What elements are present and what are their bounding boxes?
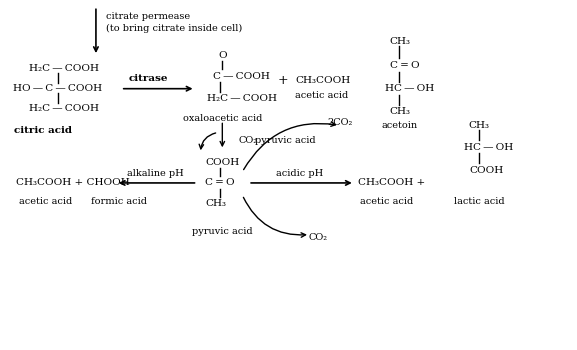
Text: pyruvic acid: pyruvic acid xyxy=(254,136,315,145)
Text: 2CO₂: 2CO₂ xyxy=(327,118,353,127)
Text: H₂C — COOH: H₂C — COOH xyxy=(207,94,278,103)
Text: CO₂: CO₂ xyxy=(238,136,257,145)
Text: citric acid: citric acid xyxy=(14,126,72,135)
Text: CH₃: CH₃ xyxy=(205,199,226,208)
Text: H₂C — COOH: H₂C — COOH xyxy=(29,64,99,74)
Text: (to bring citrate inside cell): (to bring citrate inside cell) xyxy=(106,23,242,33)
Text: lactic acid: lactic acid xyxy=(454,197,505,206)
Text: +: + xyxy=(278,74,288,87)
Text: acetic acid: acetic acid xyxy=(295,91,349,100)
Text: CH₃: CH₃ xyxy=(389,36,410,46)
Text: H₂C — COOH: H₂C — COOH xyxy=(29,104,99,113)
Text: CH₃COOH + CHOOH: CH₃COOH + CHOOH xyxy=(16,178,130,188)
Text: pyruvic acid: pyruvic acid xyxy=(192,227,253,236)
Text: oxaloacetic acid: oxaloacetic acid xyxy=(183,114,262,123)
Text: C = O: C = O xyxy=(389,61,419,70)
Text: acetic acid: acetic acid xyxy=(19,197,73,206)
Text: CO₂: CO₂ xyxy=(308,233,327,242)
Text: CH₃COOH +: CH₃COOH + xyxy=(358,178,428,188)
Text: CH₃COOH: CH₃COOH xyxy=(295,76,350,85)
Text: citrase: citrase xyxy=(129,74,168,83)
Text: citrate permease: citrate permease xyxy=(106,12,190,21)
Text: CH₃: CH₃ xyxy=(389,107,410,116)
Text: HO — C — COOH: HO — C — COOH xyxy=(13,84,103,93)
Text: alkaline pH: alkaline pH xyxy=(128,168,184,177)
Text: C = O: C = O xyxy=(205,178,235,188)
Text: O: O xyxy=(218,51,227,61)
Text: acetoin: acetoin xyxy=(381,121,418,130)
Text: HC — OH: HC — OH xyxy=(384,84,434,93)
Text: acidic pH: acidic pH xyxy=(276,168,324,177)
Text: C — COOH: C — COOH xyxy=(213,72,270,81)
Text: HC — OH: HC — OH xyxy=(464,143,514,152)
Text: acetic acid: acetic acid xyxy=(359,197,413,206)
Text: formic acid: formic acid xyxy=(91,197,147,206)
Text: COOH: COOH xyxy=(469,166,503,175)
Text: CH₃: CH₃ xyxy=(469,121,489,130)
Text: COOH: COOH xyxy=(205,158,239,167)
